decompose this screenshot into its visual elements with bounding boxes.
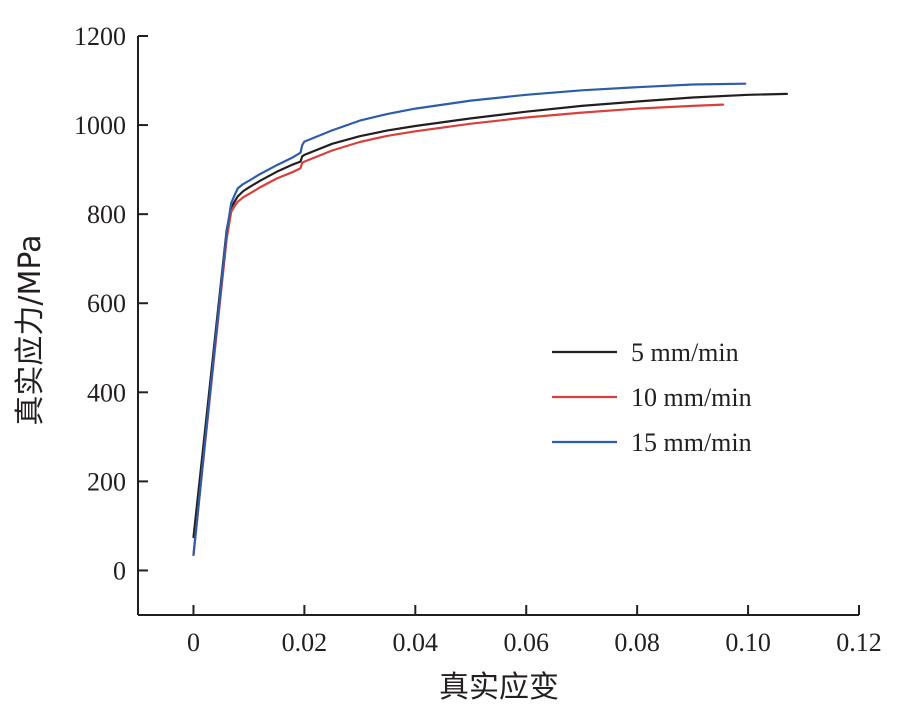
x-tick-label: 0.02: [282, 628, 328, 657]
x-tick-label: 0.06: [503, 628, 549, 657]
y-axis-title: 真实应力/MPa: [13, 234, 48, 425]
y-tick-label: 1000: [74, 111, 126, 140]
x-tick-label: 0.12: [836, 628, 882, 657]
y-tick-label: 600: [87, 289, 126, 318]
series-line: [192, 82, 747, 556]
y-tick-label: 1200: [74, 22, 126, 51]
x-tick-label: 0.04: [393, 628, 439, 657]
x-tick-label: 0.10: [725, 628, 771, 657]
legend-label: 15 mm/min: [631, 428, 752, 457]
x-tick-label: 0: [187, 628, 200, 657]
x-tick-label: 0.08: [614, 628, 660, 657]
y-tick-label: 0: [113, 556, 126, 585]
y-tick-label: 200: [87, 467, 126, 496]
legend: 5 mm/min 10 mm/min 15 mm/min: [552, 338, 752, 457]
legend-label: 10 mm/min: [631, 383, 752, 412]
y-tick-label: 400: [87, 378, 126, 407]
x-axis-title: 真实应变: [439, 670, 559, 705]
y-tick-label: 800: [87, 200, 126, 229]
y-ticks: 0 200 400 600 800 1000 1200: [74, 22, 148, 585]
series-line: [192, 103, 725, 556]
axes: [137, 36, 859, 616]
legend-label: 5 mm/min: [631, 338, 739, 367]
series-layer: [192, 82, 788, 556]
x-ticks: 0 0.02 0.04 0.06 0.08 0.10 0.12: [187, 605, 882, 657]
series-line: [192, 92, 788, 539]
